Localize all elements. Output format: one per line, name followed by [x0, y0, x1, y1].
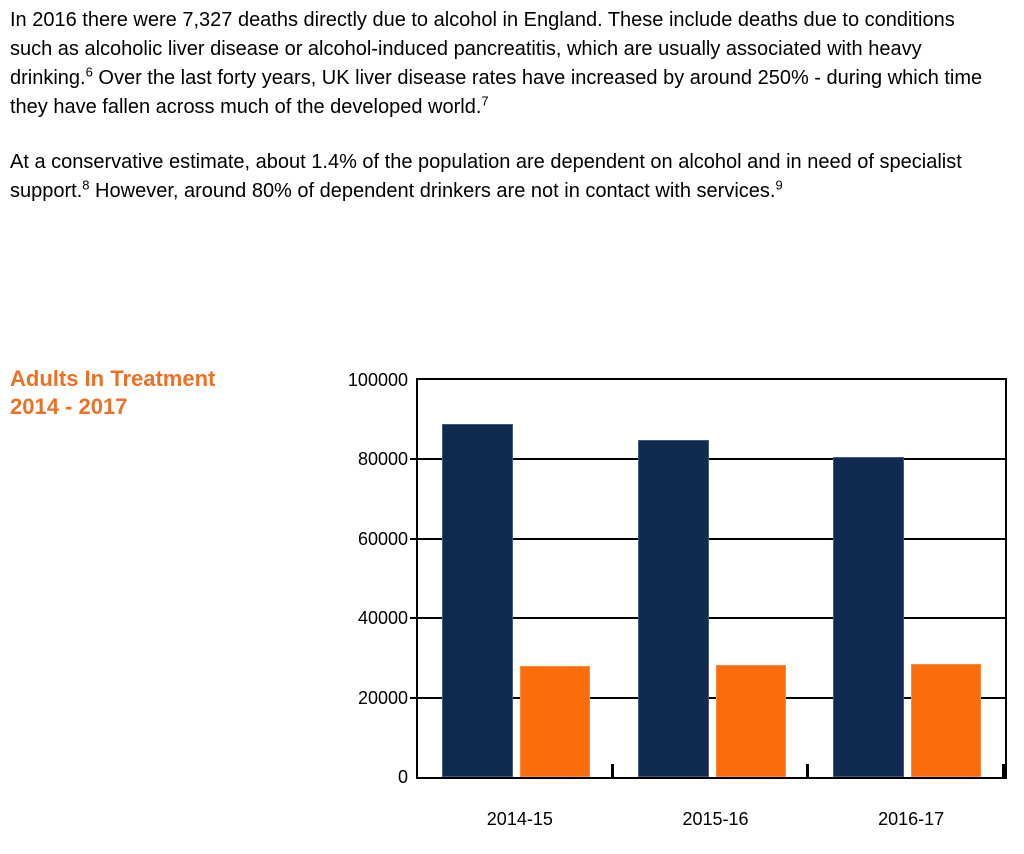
bar-navy-2014-15: [441, 423, 513, 777]
y-axis-tick: [410, 458, 416, 461]
bar-orange-2016-17: [911, 664, 982, 777]
x-axis-tick: [1002, 764, 1005, 777]
x-axis-label-2014-15: 2014-15: [486, 809, 553, 829]
x-axis-label-2015-16: 2015-16: [682, 809, 749, 829]
bar-chart: 0 20000 40000 60000 80000 100000 2014-15 2015-1…: [348, 370, 1007, 829]
x-axis-label-2016-17: 2016-17: [878, 809, 945, 829]
y-axis-tick: [410, 617, 416, 620]
y-axis-tick: [410, 696, 416, 699]
footnote-ref: 6: [85, 64, 93, 80]
bar-orange-2015-16: [715, 664, 786, 777]
y-axis-label-0: 0: [397, 767, 408, 787]
chart-title: Adults In Treatment 2014 - 2017: [10, 365, 215, 421]
chart-title-line2: 2014 - 2017: [10, 394, 128, 419]
y-axis-label-60000: 60000: [357, 528, 408, 549]
paragraph-2: At a conservative estimate, about 1.4% o…: [10, 148, 1000, 206]
gridline-80000: [418, 458, 1005, 461]
paragraph-text: Over the last forty years, UK liver dise…: [10, 67, 983, 118]
footnote-ref: 7: [481, 93, 489, 109]
paragraph-text: In 2016 there were 7,327 deaths directly…: [10, 9, 955, 89]
paragraph-text: At a conservative estimate, about 1.4% o…: [10, 151, 962, 202]
bar-navy-2015-16: [637, 439, 709, 777]
chart-title-line1: Adults In Treatment: [10, 366, 216, 391]
body-text: In 2016 there were 7,327 deaths directly…: [10, 6, 1000, 232]
paragraph-text: However, around 80% of dependent drinker…: [89, 180, 776, 202]
y-axis-label-40000: 40000: [357, 608, 408, 629]
chart-plot-area: 0 20000 40000 60000 80000 100000 2014-15 2015-1…: [348, 370, 1007, 829]
bar-navy-2016-17: [833, 457, 905, 777]
x-axis-tick: [806, 764, 810, 777]
y-axis-label-20000: 20000: [357, 687, 408, 708]
y-axis-label-80000: 80000: [357, 449, 408, 470]
gridline-20000: [418, 696, 1005, 699]
bar-orange-2014-15: [519, 665, 590, 777]
gridline-60000: [418, 537, 1005, 540]
gridline-40000: [418, 617, 1005, 620]
y-axis-label-100000: 100000: [347, 370, 408, 390]
footnote-ref: 8: [82, 177, 90, 193]
paragraph-1: In 2016 there were 7,327 deaths directly…: [10, 6, 1000, 122]
x-axis-tick: [610, 764, 614, 777]
footnote-ref: 9: [775, 177, 783, 193]
y-axis-tick: [410, 537, 416, 540]
